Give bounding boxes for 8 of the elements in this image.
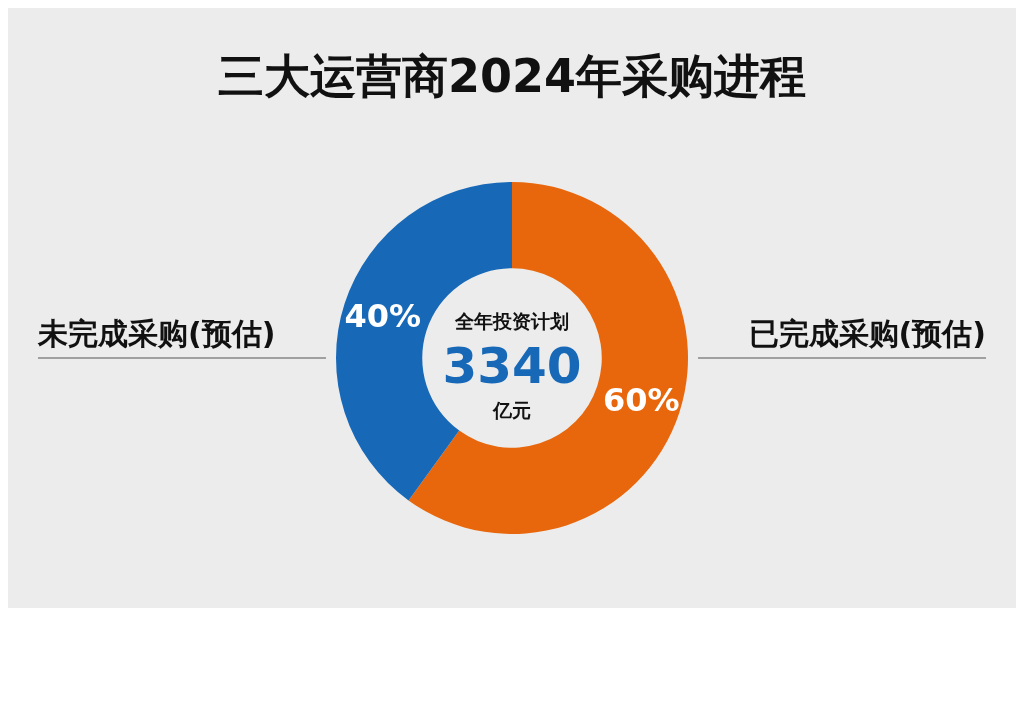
data-label: 60%	[602, 380, 680, 419]
slice-label: 已完成采购(预估)	[748, 315, 986, 351]
data-label: 40%	[344, 297, 422, 336]
slice-label: 未完成采购(预估)	[37, 315, 276, 351]
text: 亿元	[492, 399, 531, 421]
chart-title: 三大运营商2024年采购进程	[217, 49, 807, 103]
text: 3340	[442, 337, 582, 395]
text: 全年投资计划	[454, 310, 569, 332]
